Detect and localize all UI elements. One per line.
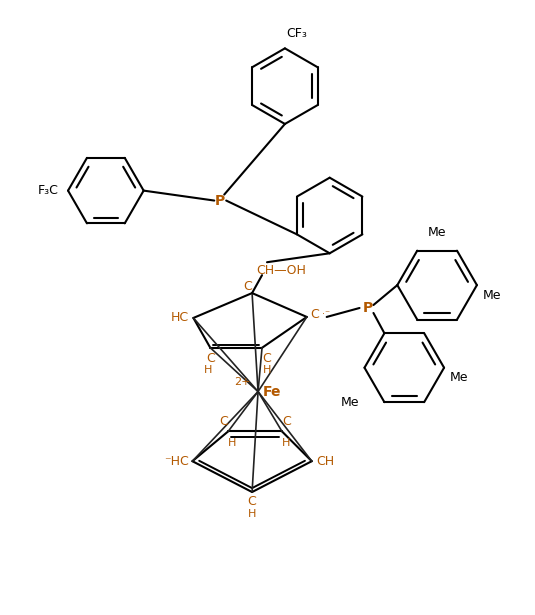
Text: ·⁻: ·⁻ (322, 309, 330, 319)
Text: Me: Me (450, 371, 468, 384)
Text: 2+: 2+ (234, 376, 250, 387)
Text: Me: Me (340, 396, 359, 409)
Text: Me: Me (428, 226, 446, 239)
Text: HC: HC (170, 311, 188, 325)
Text: C: C (263, 352, 271, 365)
Text: CH: CH (317, 454, 335, 467)
Text: C: C (248, 496, 256, 509)
Text: CH—OH: CH—OH (256, 264, 306, 277)
Text: Me: Me (483, 288, 501, 301)
Text: P: P (215, 194, 225, 207)
Text: H: H (228, 438, 236, 448)
Text: H: H (248, 509, 256, 519)
Text: Fe: Fe (263, 384, 281, 399)
Text: H: H (282, 438, 290, 448)
Text: H: H (263, 365, 271, 375)
Text: C: C (219, 415, 227, 428)
Text: H: H (204, 365, 212, 375)
Text: C: C (206, 352, 215, 365)
Text: F₃C: F₃C (37, 184, 58, 197)
Text: P: P (362, 301, 372, 315)
Text: C: C (310, 309, 319, 322)
Text: C: C (244, 280, 253, 293)
Text: C: C (282, 415, 291, 428)
Text: ⁻HC: ⁻HC (164, 454, 189, 467)
Text: CF₃: CF₃ (286, 27, 307, 40)
